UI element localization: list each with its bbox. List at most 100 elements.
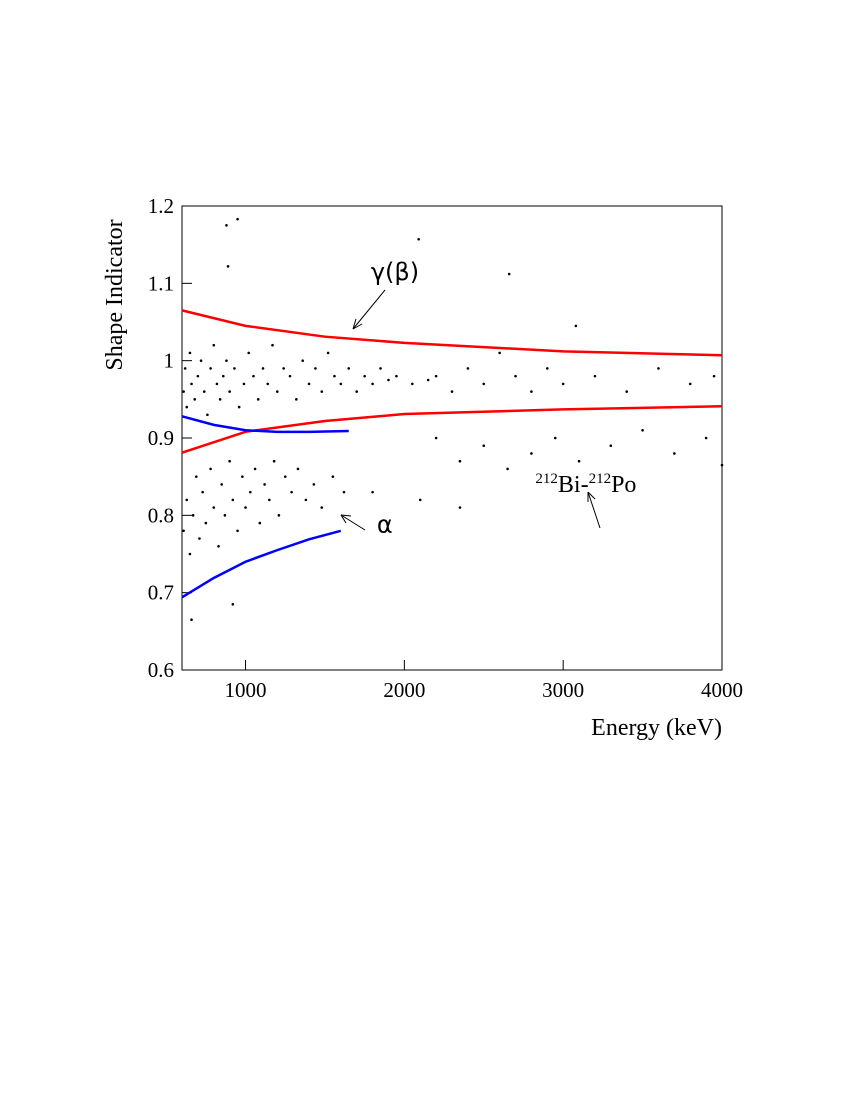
arrow [340,514,366,531]
point [417,237,420,241]
point [231,498,235,502]
annotation: 212Bi-212Po [535,471,636,498]
point [231,602,235,606]
point [244,506,247,509]
point [225,224,228,227]
point [347,367,351,370]
point [553,436,557,440]
point [530,452,533,455]
point [242,382,246,386]
point [196,374,200,378]
point [209,467,212,471]
point [194,475,198,478]
point [574,324,578,328]
point [387,378,390,382]
point [482,382,486,386]
point [593,374,597,378]
point [236,529,239,533]
point [290,490,293,494]
y-tick-label: 1 [164,349,175,373]
point [296,467,300,471]
point [204,521,208,525]
point [307,382,311,386]
point [253,467,257,471]
point [228,390,231,393]
point [395,374,398,378]
point [188,351,192,355]
point [258,521,262,525]
curve [181,529,342,599]
point [704,436,708,440]
point [482,444,486,448]
point [288,374,292,378]
point [342,490,346,494]
x-tick-label: 3000 [542,678,584,702]
point [271,343,274,347]
x-tick-label: 2000 [383,678,425,702]
point [282,367,285,370]
annotation: α [377,510,393,538]
point [498,351,501,355]
point [185,405,189,409]
curve [181,415,349,434]
y-tick-label: 1.2 [148,194,174,218]
point [506,467,509,471]
point [326,351,330,355]
point [201,490,204,494]
point [301,359,305,362]
point [217,544,220,548]
point [237,405,241,409]
superscript: 212 [535,471,558,487]
point [212,506,216,509]
point [209,367,212,370]
point [418,498,422,502]
point [206,413,209,417]
point [688,382,692,386]
point [673,452,676,455]
point [263,483,266,486]
point [185,498,189,502]
point [712,374,716,378]
x-tick-label: 1000 [225,678,267,702]
point [261,367,265,370]
point [283,475,287,478]
point [236,217,239,221]
point [625,390,629,393]
point [183,367,187,370]
annotation-part: Po [611,472,636,498]
point [268,498,271,502]
arrow [352,289,386,330]
point [333,374,336,378]
point [641,428,644,432]
point [193,398,197,401]
point [225,359,228,362]
y-tick-label: 0.9 [148,426,174,450]
point [241,475,244,478]
point [247,351,251,355]
point [320,390,324,393]
x-tick-label: 4000 [701,678,743,702]
point [188,552,192,556]
point [657,367,660,370]
point [182,529,185,533]
y-axis-label: Shape Indicator [102,219,128,370]
point [371,490,374,494]
point [182,390,185,393]
point [314,367,317,370]
point [228,459,231,463]
point [223,514,227,517]
point [272,459,276,463]
point [226,265,230,268]
point [561,382,565,386]
point [233,367,236,370]
y-tick-label: 0.6 [148,658,174,682]
point [275,390,279,393]
point [458,506,462,509]
point [266,382,270,386]
point [212,343,216,347]
annotation: γ(β) [371,258,419,286]
y-tick-label: 0.8 [148,503,174,527]
point [609,444,613,448]
